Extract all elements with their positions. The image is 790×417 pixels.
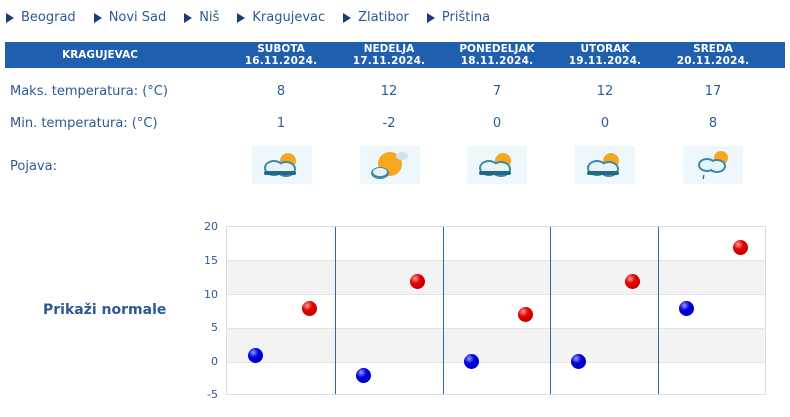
max-temp-label: Maks. temperatura: (°C) [10, 84, 168, 99]
y-tick: 0 [211, 355, 218, 368]
arrow-right-icon [184, 12, 193, 23]
y-tick: -5 [207, 388, 218, 401]
nav-link-label: Niš [199, 10, 220, 25]
phenomenon-label: Pojava: [10, 159, 57, 174]
max-temp-value: 12 [596, 84, 614, 99]
nav-link-label: Zlatibor [358, 10, 409, 25]
max-temp-point [733, 240, 749, 256]
partly-cloudy-icon [467, 146, 527, 184]
min-temp-point [355, 367, 371, 383]
nav-link-label: Novi Sad [108, 10, 167, 25]
grid-line [227, 294, 765, 295]
day-name: NEDELJA [363, 43, 415, 55]
partly-cloudy-light-rain-icon [683, 146, 743, 184]
min-temp-value: 1 [276, 116, 286, 131]
day-separator [335, 227, 336, 394]
arrow-right-icon [343, 12, 352, 23]
nav-link-label: Beograd [21, 10, 76, 25]
show-normals-link[interactable]: Prikaži normale [43, 302, 167, 318]
day-date: 19.11.2024. [568, 55, 642, 67]
max-temp-point [302, 300, 317, 316]
max-temp-point [625, 273, 641, 289]
grid-band [227, 328, 765, 362]
partly-cloudy-icon [252, 146, 312, 184]
day-name: UTORAK [580, 43, 630, 55]
grid-line [227, 362, 765, 363]
grid-line [227, 260, 765, 261]
max-temp-value: 7 [492, 84, 502, 99]
min-temp-value: 0 [492, 116, 502, 131]
day-date: 18.11.2024. [460, 55, 534, 67]
city-name: KRAGUJEVAC [62, 49, 138, 61]
day-separator [658, 227, 659, 394]
temperature-chart [226, 226, 766, 395]
day-date: 17.11.2024. [352, 55, 426, 67]
min-temp-point [463, 354, 479, 370]
arrow-right-icon [426, 12, 435, 23]
day-name: SUBOTA [257, 43, 305, 55]
day-header: UTORAK 19.11.2024. [551, 43, 659, 67]
forecast-header: KRAGUJEVAC SUBOTA 16.11.2024. NEDELJA 17.1… [5, 42, 785, 68]
grid-band [227, 260, 765, 294]
y-tick: 5 [211, 321, 218, 334]
min-temp-value: 0 [600, 116, 610, 131]
y-tick: 20 [204, 220, 218, 233]
min-temp-value: 8 [708, 116, 718, 131]
arrow-right-icon [93, 12, 102, 23]
min-temp-value: -2 [382, 116, 396, 131]
day-name: SREDA [693, 43, 733, 55]
nav-link-beograd[interactable]: Beograd [6, 10, 76, 25]
day-separator [443, 227, 444, 394]
max-temp-point [409, 273, 425, 289]
day-header: NEDELJA 17.11.2024. [335, 43, 443, 67]
arrow-right-icon [6, 12, 14, 23]
nav-link-label: Kragujevac [252, 10, 326, 25]
nav-link-kragujevac[interactable]: Kragujevac [237, 10, 325, 25]
nav-link-zlatibor[interactable]: Zlatibor [343, 10, 409, 25]
y-tick: 10 [204, 288, 218, 301]
max-temp-value: 8 [276, 84, 286, 99]
min-temp-label: Min. temperatura: (°C) [10, 116, 158, 131]
y-tick: 15 [204, 254, 218, 267]
min-temp-point [248, 347, 263, 363]
nav-link-label: Priština [441, 10, 491, 25]
mostly-sunny-icon [360, 146, 420, 184]
day-header: SUBOTA 16.11.2024. [227, 43, 335, 67]
min-temp-point [571, 354, 587, 370]
day-date: 16.11.2024. [244, 55, 318, 67]
city-nav: Beograd Novi Sad Niš Kragujevac Zlatibor… [6, 10, 508, 25]
max-temp-point [517, 307, 533, 323]
day-header: SREDA 20.11.2024. [659, 43, 767, 67]
day-header: PONEDELJAK 18.11.2024. [443, 43, 551, 67]
partly-cloudy-icon [575, 146, 635, 184]
nav-link-nis[interactable]: Niš [184, 10, 219, 25]
grid-line [227, 328, 765, 329]
day-name: PONEDELJAK [459, 43, 535, 55]
day-date: 20.11.2024. [676, 55, 750, 67]
max-temp-value: 17 [704, 84, 722, 99]
nav-link-pristina[interactable]: Priština [426, 10, 491, 25]
max-temp-value: 12 [380, 84, 398, 99]
day-separator [550, 227, 551, 394]
arrow-right-icon [237, 12, 246, 23]
nav-link-novi-sad[interactable]: Novi Sad [93, 10, 167, 25]
min-temp-point [679, 300, 695, 316]
